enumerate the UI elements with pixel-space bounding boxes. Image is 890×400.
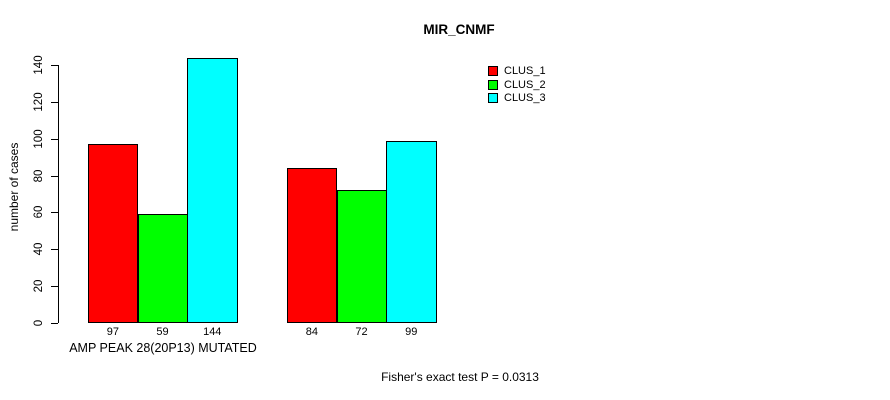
footnote: Fisher's exact test P = 0.0313 [381,370,539,384]
y-axis-tick [51,65,58,66]
y-axis-tick-label: 40 [33,242,45,256]
legend-item-clus_2: CLUS_2 [488,79,568,92]
y-axis-tick [51,286,58,288]
y-axis-label: number of cases [7,142,21,232]
y-axis-tick [51,175,58,177]
legend-label: CLUS_3 [504,92,546,104]
bar-clus_3-group1 [187,57,238,323]
legend-swatch-icon [488,79,498,90]
bar-clus_1-group1 [88,144,139,323]
y-axis-tick-label: 0 [33,319,45,327]
bar-value-label: 144 [203,326,222,338]
bar-clus_2-group2 [336,190,387,323]
y-axis-line [58,65,59,323]
y-axis-tick [51,212,58,214]
bar-value-label: 99 [405,326,418,338]
y-axis-tick-label: 60 [33,206,45,219]
x-category-label: AMP PEAK 28(20P13) MUTATED [69,341,257,355]
y-axis-tick-label: 140 [33,55,45,75]
y-axis-tick-label: 80 [33,169,45,182]
legend-swatch-icon [488,93,498,103]
legend-label: CLUS_2 [504,78,546,91]
bar-value-label: 59 [156,326,169,338]
y-axis-tick-label: 20 [33,279,45,293]
bar-value-label: 72 [355,326,368,338]
y-axis-tick-label: 100 [33,129,45,149]
legend-swatch-icon [488,66,498,76]
legend: CLUS_1 CLUS_2 CLUS_3 [488,65,568,106]
chart-title: MIR_CNMF [423,22,495,37]
bar-clus_3-group2 [386,140,437,323]
y-axis-tick-label: 120 [33,92,45,112]
bar-value-label: 84 [305,326,318,338]
y-axis-tick [51,101,58,103]
bar-clus_1-group2 [287,168,338,323]
y-axis-tick [51,323,58,324]
bar-clus_2-group1 [137,214,188,323]
bar-value-label: 97 [106,326,119,338]
y-axis-tick [51,249,58,251]
legend-label: CLUS_1 [504,65,546,77]
legend-item-clus_1: CLUS_1 [488,65,568,78]
y-axis-tick [51,138,58,140]
legend-item-clus_3: CLUS_3 [488,92,568,105]
